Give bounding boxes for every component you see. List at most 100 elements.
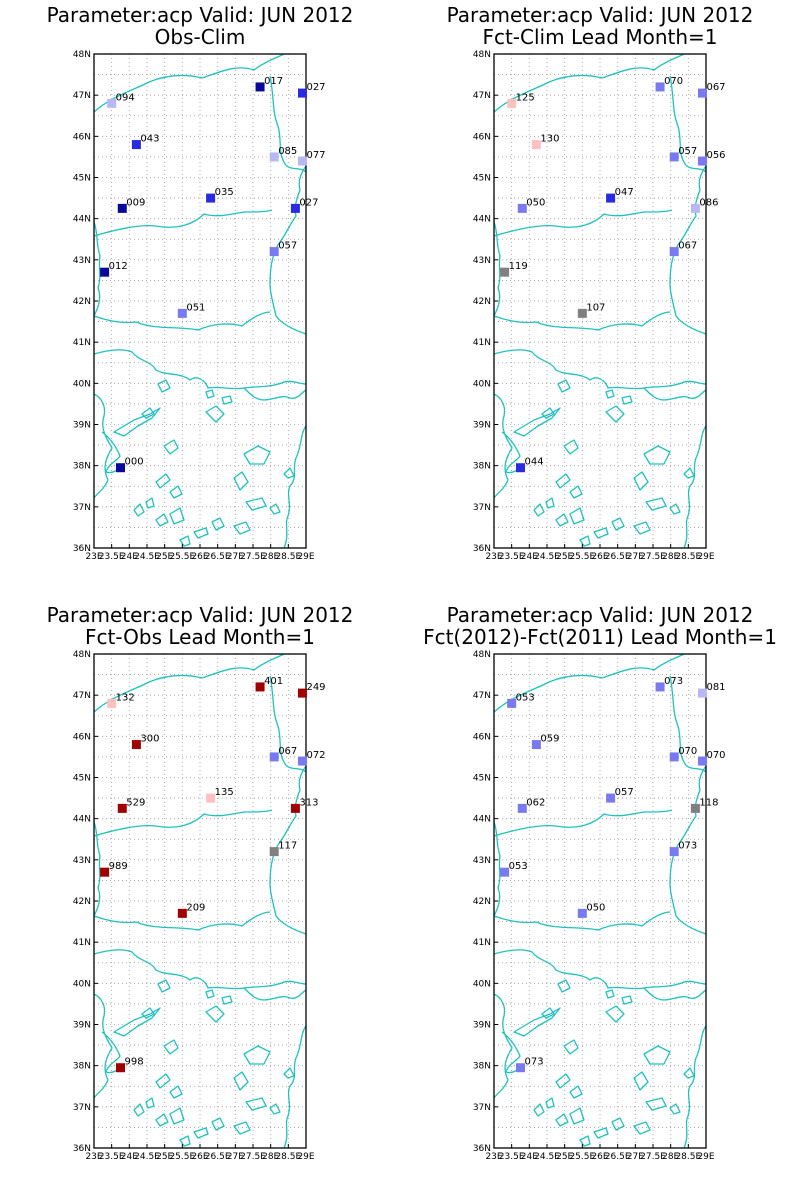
coastline-path <box>221 995 233 1005</box>
lon-tick-label: 26.5E <box>605 552 631 562</box>
station-marker[interactable] <box>206 193 216 203</box>
lat-tick-label: 47N <box>473 91 491 101</box>
station-marker[interactable] <box>507 98 517 108</box>
station-marker[interactable] <box>269 847 279 857</box>
coastline-path <box>643 445 671 465</box>
station-marker[interactable] <box>500 267 510 277</box>
station-marker[interactable] <box>655 682 665 692</box>
station-marker[interactable] <box>117 803 127 813</box>
station-marker[interactable] <box>100 267 110 277</box>
station-marker[interactable] <box>516 1063 525 1073</box>
station-marker[interactable] <box>107 698 117 708</box>
lat-tick-label: 48N <box>73 650 91 660</box>
station-value-label: 130 <box>540 134 559 145</box>
station-marker[interactable] <box>269 152 279 162</box>
station-marker[interactable] <box>517 803 527 813</box>
station-marker[interactable] <box>531 140 541 150</box>
station-marker[interactable] <box>131 140 141 150</box>
lat-tick-label: 40N <box>473 979 491 989</box>
station-marker[interactable] <box>690 803 700 813</box>
coastline-path <box>155 473 171 489</box>
station-marker[interactable] <box>255 82 265 92</box>
station-marker[interactable] <box>669 152 679 162</box>
station-marker[interactable] <box>177 908 187 918</box>
station-marker[interactable] <box>697 88 707 98</box>
station-marker[interactable] <box>297 688 307 698</box>
coastline-path <box>269 503 281 515</box>
station-marker[interactable] <box>255 682 265 692</box>
station-marker[interactable] <box>116 463 125 473</box>
station-marker[interactable] <box>697 688 707 698</box>
coastline-path <box>557 979 571 993</box>
station-value-label: 135 <box>215 787 234 798</box>
coastline-path <box>93 821 101 917</box>
station-marker[interactable] <box>516 463 525 473</box>
lon-tick-label: 24E <box>121 552 138 562</box>
station-marker[interactable] <box>177 308 187 318</box>
station-marker[interactable] <box>517 203 527 213</box>
station-marker[interactable] <box>577 908 587 918</box>
coastline-path <box>233 1121 251 1135</box>
station-marker[interactable] <box>697 756 707 766</box>
coastline-path <box>605 989 615 999</box>
coastline-path <box>93 911 271 931</box>
coastline-path <box>645 497 667 511</box>
lat-tick-label: 38N <box>73 462 91 472</box>
station-marker[interactable] <box>297 756 307 766</box>
lon-tick-label: 25E <box>556 552 573 562</box>
station-marker[interactable] <box>269 752 279 762</box>
station-marker[interactable] <box>669 247 679 257</box>
station-marker[interactable] <box>690 203 700 213</box>
station-marker[interactable] <box>290 203 300 213</box>
coastline-path <box>101 431 123 474</box>
station-value-label: 059 <box>540 734 559 745</box>
station-marker[interactable] <box>117 203 127 213</box>
coastline-path <box>493 911 671 931</box>
station-marker[interactable] <box>100 867 110 877</box>
map-panel: 36N 37N 38N 39N 40N 41N 42N 43N 44N 45N 46N 47N 48N 2… <box>473 650 726 1162</box>
station-marker[interactable] <box>297 156 307 166</box>
station-marker[interactable] <box>116 1063 125 1073</box>
coastline-path <box>669 675 707 773</box>
station-marker[interactable] <box>606 193 616 203</box>
lon-tick-label: 23.5E <box>99 552 125 562</box>
station-value-label: 043 <box>140 134 159 145</box>
station-marker[interactable] <box>697 156 707 166</box>
coastline-path <box>113 1007 161 1037</box>
coastline-path <box>155 513 169 527</box>
station-value-label: 119 <box>509 261 528 272</box>
lon-tick-label: 27.5E <box>640 1152 666 1162</box>
station-value-label: 053 <box>509 861 528 872</box>
station-marker[interactable] <box>655 82 665 92</box>
coastline-path <box>269 1103 281 1115</box>
station-marker[interactable] <box>669 847 679 857</box>
lon-tick-label: 26.5E <box>205 552 231 562</box>
coastline-path <box>493 393 513 499</box>
lat-tick-label: 46N <box>473 132 491 142</box>
lon-tick-label: 23E <box>85 552 102 562</box>
station-marker[interactable] <box>269 247 279 257</box>
station-marker[interactable] <box>297 88 307 98</box>
station-value-label: 070 <box>678 746 697 757</box>
station-marker[interactable] <box>669 752 679 762</box>
coastline-path <box>93 53 285 113</box>
lat-tick-label: 37N <box>473 503 491 513</box>
coastline-path <box>621 395 633 405</box>
station-marker[interactable] <box>107 98 117 108</box>
lon-tick-label: 25E <box>156 552 173 562</box>
station-marker[interactable] <box>577 308 587 318</box>
coastline-path <box>269 765 307 935</box>
coastline-path <box>683 1025 707 1149</box>
coastline-path <box>193 1127 209 1139</box>
station-marker[interactable] <box>507 698 517 708</box>
coastline-path <box>593 1127 609 1139</box>
station-marker[interactable] <box>290 803 300 813</box>
station-marker[interactable] <box>606 793 616 803</box>
coastline-path <box>533 1103 545 1117</box>
panel-title-line2: Obs-Clim <box>155 25 246 49</box>
station-marker[interactable] <box>531 740 541 750</box>
station-marker[interactable] <box>131 740 141 750</box>
station-marker[interactable] <box>206 793 216 803</box>
station-marker[interactable] <box>500 867 510 877</box>
coastline-path <box>555 513 569 527</box>
